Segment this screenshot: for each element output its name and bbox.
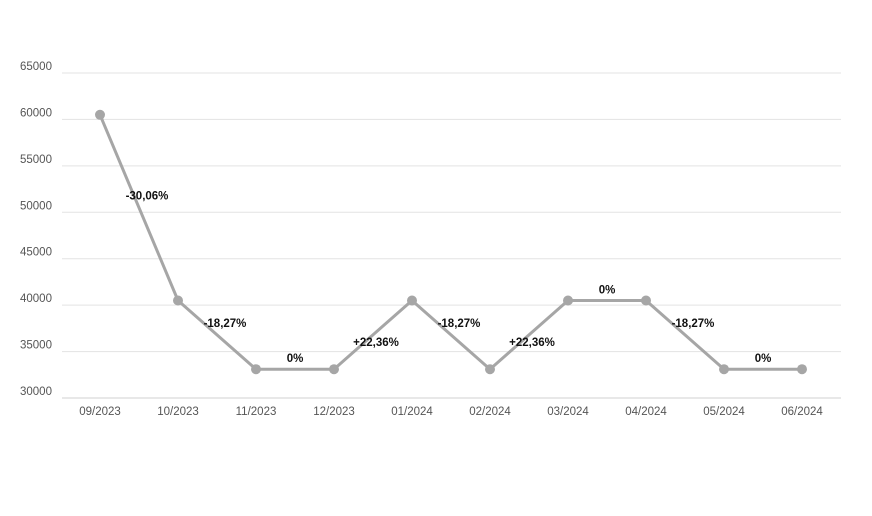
data-point: [173, 295, 183, 306]
x-axis: 09/2023 10/2023 11/2023 12/2023 01/2024 02/20…: [62, 397, 841, 418]
data-point: [641, 295, 651, 306]
x-tick-label: 03/2024: [547, 406, 589, 418]
change-label: 0%: [599, 285, 616, 297]
y-axis: 30000 35000 40000 45000 50000 55000 60000 65000: [20, 61, 52, 398]
y-tick-label: 65000: [20, 61, 52, 73]
change-label: -30,06%: [126, 191, 169, 203]
y-tick-label: 60000: [20, 107, 52, 119]
series: [95, 109, 807, 375]
y-tick-label: 55000: [20, 154, 52, 166]
data-point: [95, 109, 105, 120]
y-tick-label: 50000: [20, 200, 52, 212]
x-tick-label: 09/2023: [79, 406, 121, 418]
change-label: 0%: [755, 353, 772, 365]
x-tick-label: 12/2023: [313, 406, 355, 418]
data-point: [251, 364, 261, 375]
data-point: [329, 364, 339, 375]
y-tick-label: 30000: [20, 386, 52, 398]
data-point: [797, 364, 807, 375]
x-tick-label: 05/2024: [703, 406, 745, 418]
y-tick-label: 45000: [20, 247, 52, 259]
data-point: [719, 364, 729, 375]
change-label: -18,27%: [438, 318, 481, 330]
change-label: -18,27%: [204, 318, 247, 330]
change-label: -18,27%: [672, 318, 715, 330]
data-point: [407, 295, 417, 306]
change-label: 0%: [287, 353, 304, 365]
data-point: [563, 295, 573, 306]
change-label: +22,36%: [509, 337, 555, 349]
y-tick-label: 35000: [20, 340, 52, 352]
x-tick-label: 01/2024: [391, 406, 433, 418]
grid-lines: [62, 72, 841, 353]
x-tick-label: 10/2023: [157, 406, 199, 418]
x-tick-label: 06/2024: [781, 406, 823, 418]
data-point: [485, 364, 495, 375]
change-labels: -30,06% -18,27% 0% +22,36% -18,27% +22,36% 0% -…: [126, 191, 772, 366]
change-label: +22,36%: [353, 337, 399, 349]
series-line: [98, 113, 804, 371]
x-tick-label: 04/2024: [625, 406, 667, 418]
x-tick-label: 02/2024: [469, 406, 511, 418]
x-tick-label: 11/2023: [236, 406, 277, 418]
y-tick-label: 40000: [20, 293, 52, 305]
